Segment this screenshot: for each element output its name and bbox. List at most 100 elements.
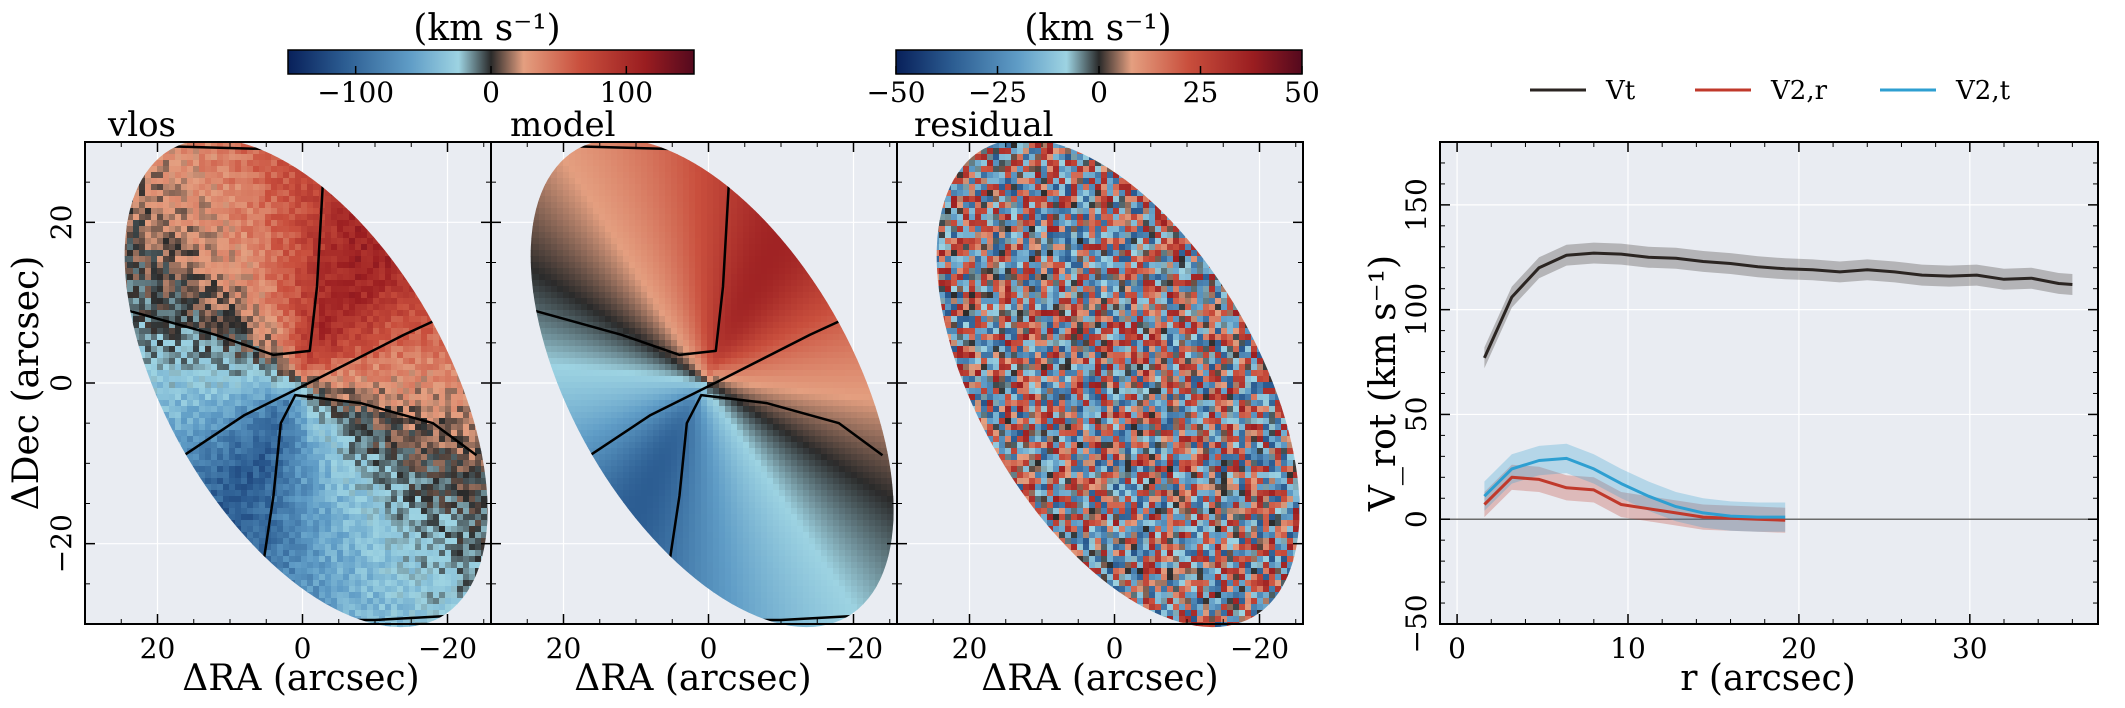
map-pixel	[247, 418, 254, 425]
map-pixel	[211, 340, 218, 347]
map-pixel	[241, 280, 248, 287]
map-pixel	[463, 412, 470, 419]
map-pixel	[379, 508, 386, 515]
map-pixel	[355, 526, 362, 533]
map-pixel	[199, 160, 206, 167]
map-pixel	[139, 346, 146, 353]
map-pixel	[385, 562, 392, 569]
map-pixel	[379, 520, 386, 527]
map-pixel	[247, 280, 254, 287]
map-pixel	[271, 406, 278, 413]
map-pixel	[481, 538, 488, 545]
map-pixel	[301, 328, 308, 335]
map-pixel	[265, 262, 272, 269]
map-pixel	[469, 442, 476, 449]
map-pixel	[337, 490, 344, 497]
map-pixel	[397, 472, 404, 479]
map-pixel	[385, 424, 392, 431]
map-pixel	[331, 292, 338, 299]
map-pixel	[193, 208, 200, 215]
map-pixel	[379, 550, 386, 557]
map-pixel	[421, 442, 428, 449]
map-pixel	[337, 340, 344, 347]
map-pixel	[205, 160, 212, 167]
map-pixel	[265, 388, 272, 395]
map-pixel	[289, 280, 296, 287]
map-pixel	[355, 424, 362, 431]
map-pixel	[181, 442, 188, 449]
map-pixel	[433, 550, 440, 557]
map-pixel	[151, 172, 158, 179]
map-pixel	[163, 400, 170, 407]
map-pixel	[379, 568, 386, 575]
map-pixel	[367, 400, 374, 407]
map-pixel	[247, 166, 254, 173]
map-pixel	[223, 340, 230, 347]
map-pixel	[379, 424, 386, 431]
map-pixel	[295, 184, 302, 191]
map-pixel	[277, 250, 284, 257]
map-pixel	[355, 520, 362, 527]
map-pixel	[409, 448, 416, 455]
map-pixel	[409, 370, 416, 377]
map-pixel	[385, 556, 392, 563]
map-pixel	[391, 340, 398, 347]
map-pixel	[367, 328, 374, 335]
map-pixel	[253, 484, 260, 491]
map-pixel	[397, 400, 404, 407]
map-pixel	[235, 382, 242, 389]
map-pixel	[385, 448, 392, 455]
map-pixel	[319, 454, 326, 461]
map-pixel	[409, 292, 416, 299]
map-pixel	[211, 244, 218, 251]
map-pixel	[355, 418, 362, 425]
map-pixel	[187, 226, 194, 233]
map-pixel	[127, 208, 134, 215]
map-pixel	[205, 148, 212, 155]
map-pixel	[403, 322, 410, 329]
map-pixel	[163, 316, 170, 323]
map-pixel	[331, 436, 338, 443]
map-pixel	[241, 436, 248, 443]
map-pixel	[259, 298, 266, 305]
map-pixel	[457, 424, 464, 431]
map-pixel	[193, 322, 200, 329]
map-pixel	[385, 346, 392, 353]
map-pixel	[229, 424, 236, 431]
map-pixel	[379, 370, 386, 377]
map-pixel	[331, 364, 338, 371]
map-pixel	[391, 424, 398, 431]
map-pixel	[247, 316, 254, 323]
map-pixel	[241, 418, 248, 425]
map-pixel	[439, 550, 446, 557]
map-pixel	[469, 532, 476, 539]
map-pixel	[415, 550, 422, 557]
map-pixel	[163, 412, 170, 419]
map-pixel	[241, 160, 248, 167]
map-pixel	[463, 418, 470, 425]
map-pixel	[403, 346, 410, 353]
map-pixel	[277, 274, 284, 281]
map-pixel	[349, 364, 356, 371]
map-pixel	[343, 520, 350, 527]
map-pixel	[223, 250, 230, 257]
map-pixel	[457, 412, 464, 419]
map-pixel	[331, 484, 338, 491]
map-pixel	[205, 304, 212, 311]
map-pixel	[319, 400, 326, 407]
map-pixel	[307, 274, 314, 281]
map-pixel	[211, 274, 218, 281]
map-pixel	[331, 478, 338, 485]
map-pixel	[319, 544, 326, 551]
map-pixel	[277, 364, 284, 371]
map-pixel	[409, 538, 416, 545]
map-pixel	[241, 268, 248, 275]
map-pixel	[433, 478, 440, 485]
map-pixel	[223, 322, 230, 329]
map-pixel	[163, 370, 170, 377]
map-pixel	[307, 502, 314, 509]
map-pixel	[145, 178, 152, 185]
map-pixel	[253, 448, 260, 455]
map-pixel	[259, 220, 266, 227]
map-pixel	[283, 226, 290, 233]
